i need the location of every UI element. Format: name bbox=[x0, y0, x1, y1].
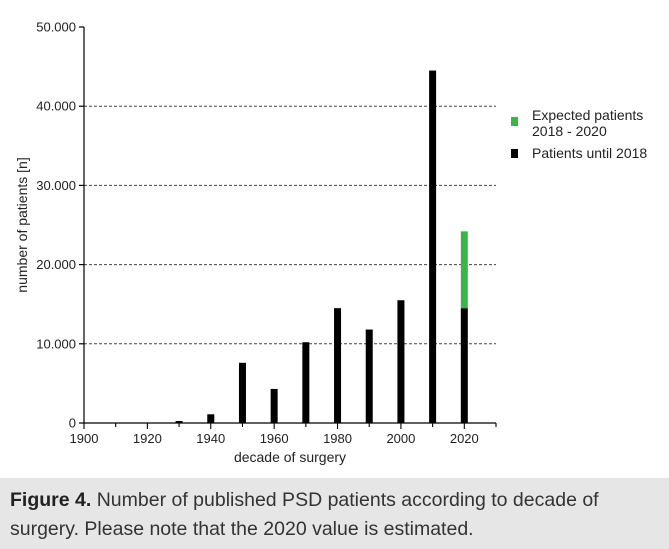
x-tick-label-6: 2020 bbox=[450, 431, 479, 446]
legend-label-until-2018: Patients until 2018 bbox=[532, 145, 647, 161]
bar-chart: 0 10.000 20.000 30.000 40.000 50.000 1900 1920 1… bbox=[14, 20, 647, 466]
bar-1990-series-0 bbox=[365, 329, 373, 423]
bar-1950-series-0 bbox=[238, 362, 246, 423]
bar-1940-series-0 bbox=[207, 414, 215, 423]
bars bbox=[80, 70, 468, 424]
bar-2000-series-0 bbox=[397, 300, 405, 423]
caption-lead: Figure 4. bbox=[10, 489, 92, 511]
caption-text: Number of published PSD patients accordi… bbox=[10, 489, 599, 540]
y-tick-label-0: 0 bbox=[69, 416, 76, 431]
legend-swatch-expected bbox=[511, 117, 518, 126]
x-axis-title: decade of surgery bbox=[234, 449, 346, 465]
legend-label-expected-line-2: 2018 - 2020 bbox=[532, 123, 607, 139]
x-tick-label-3: 1960 bbox=[260, 431, 289, 446]
caption-band bbox=[0, 478, 669, 549]
axes bbox=[79, 26, 497, 429]
bar-1970-series-0 bbox=[302, 342, 310, 423]
legend: Expected patients 2018 - 2020 Patients u… bbox=[511, 107, 647, 161]
bar-2020-series-0 bbox=[460, 308, 468, 423]
tick-labels: 0 10.000 20.000 30.000 40.000 50.000 1900 1920 1… bbox=[36, 20, 479, 447]
y-tick-label-1: 10.000 bbox=[36, 336, 76, 351]
y-tick-label-3: 30.000 bbox=[36, 178, 76, 193]
bar-1980-series-0 bbox=[334, 308, 342, 423]
bar-1930-series-0 bbox=[175, 421, 183, 423]
y-tick-label-2: 20.000 bbox=[36, 257, 76, 272]
legend-swatch-until-2018 bbox=[511, 149, 518, 158]
x-tick-label-1: 1920 bbox=[133, 431, 162, 446]
bar-2020-series-1 bbox=[460, 231, 468, 309]
bar-2010-series-0 bbox=[429, 70, 437, 423]
bar-1960-series-0 bbox=[270, 388, 278, 423]
gridlines bbox=[84, 105, 496, 345]
y-tick-label-4: 40.000 bbox=[36, 99, 76, 114]
x-tick-label-5: 2000 bbox=[386, 431, 415, 446]
legend-label-expected-line-1: Expected patients bbox=[532, 107, 643, 123]
x-tick-label-0: 1900 bbox=[70, 431, 99, 446]
x-tick-label-2: 1940 bbox=[196, 431, 225, 446]
x-tick-label-4: 1980 bbox=[323, 431, 352, 446]
y-axis-title: number of patients [n] bbox=[14, 157, 30, 292]
figure-caption: Figure 4. Number of published PSD patien… bbox=[10, 486, 660, 544]
y-tick-label-5: 50.000 bbox=[36, 20, 76, 35]
